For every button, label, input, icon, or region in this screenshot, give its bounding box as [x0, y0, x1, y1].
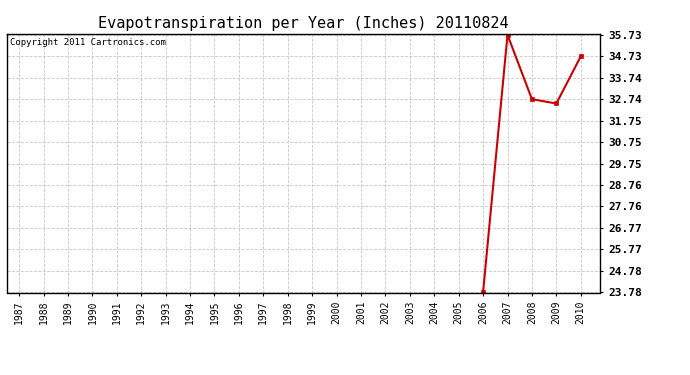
- Title: Evapotranspiration per Year (Inches) 20110824: Evapotranspiration per Year (Inches) 201…: [98, 16, 509, 31]
- Text: Copyright 2011 Cartronics.com: Copyright 2011 Cartronics.com: [10, 38, 166, 46]
